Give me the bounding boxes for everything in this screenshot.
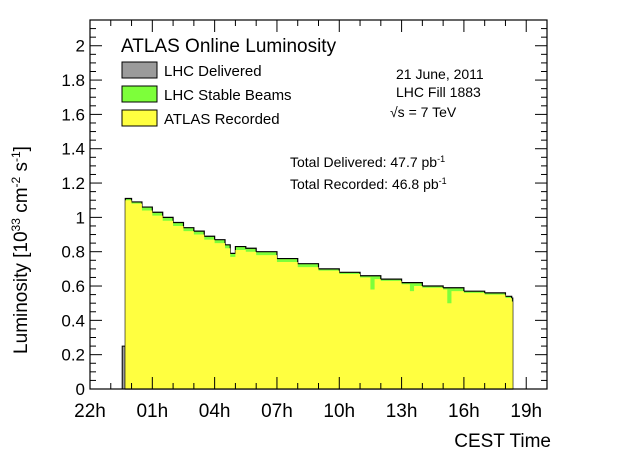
y-tick-label: 0 [76, 380, 85, 399]
y-tick-label: 0.8 [61, 243, 85, 262]
run-info: 21 June, 2011 LHC Fill 1883 √s = 7 TeV [390, 66, 484, 120]
legend-swatch-delivered [121, 61, 158, 79]
y-tick-label: 0.4 [61, 311, 85, 330]
y-axis-label: Luminosity [1033 cm-2 s-1] [9, 146, 32, 354]
totals: Total Delivered: 47.7 pb-1 Total Recorde… [290, 154, 447, 192]
x-axis-label: CEST Time [454, 431, 551, 452]
legend-label-delivered: LHC Delivered [164, 63, 262, 80]
chart-title: ATLAS Online Luminosity [121, 36, 337, 57]
y-tick-label: 1.8 [61, 71, 85, 90]
x-tick-label: 13h [386, 401, 418, 422]
y-tick-label: 1 [76, 208, 85, 227]
x-tick-label: 19h [510, 401, 542, 422]
y-tick-label: 1.2 [61, 174, 85, 193]
x-tick-label: 07h [261, 401, 293, 422]
delivered-ramp [117, 345, 126, 390]
plot-area [90, 197, 514, 390]
y-tick-label: 1.4 [61, 140, 85, 159]
recorded-series [125, 200, 513, 389]
legend-swatch-recorded [121, 109, 158, 127]
x-tick-label: 22h [74, 401, 106, 422]
y-tick-label: 1.6 [61, 105, 85, 124]
y-tick-label: 0.6 [61, 277, 85, 296]
energy-annotation: √s = 7 TeV [390, 104, 457, 120]
axes: 0 0.2 0.4 0.6 0.8 1 1.2 1.4 1.6 1.8 2 22h 01h 04h 07h 1… [61, 19, 548, 422]
total-delivered: Total Delivered: 47.7 pb-1 [290, 154, 445, 170]
date-annotation: 21 June, 2011 [396, 66, 484, 82]
legend-label-stable: LHC Stable Beams [164, 87, 292, 104]
x-tick-label: 01h [136, 401, 168, 422]
x-tick-label: 04h [199, 401, 231, 422]
x-tick-label: 16h [448, 401, 480, 422]
y-tick-label: 0.2 [61, 346, 85, 365]
x-tick-label: 10h [323, 401, 355, 422]
legend-swatch-stable [121, 85, 158, 103]
legend-label-recorded: ATLAS Recorded [164, 111, 280, 128]
total-recorded: Total Recorded: 46.8 pb-1 [290, 176, 447, 192]
legend: LHC Delivered LHC Stable Beams ATLAS Rec… [121, 61, 292, 128]
y-tick-label: 2 [76, 37, 85, 56]
fill-annotation: LHC Fill 1883 [396, 84, 481, 100]
